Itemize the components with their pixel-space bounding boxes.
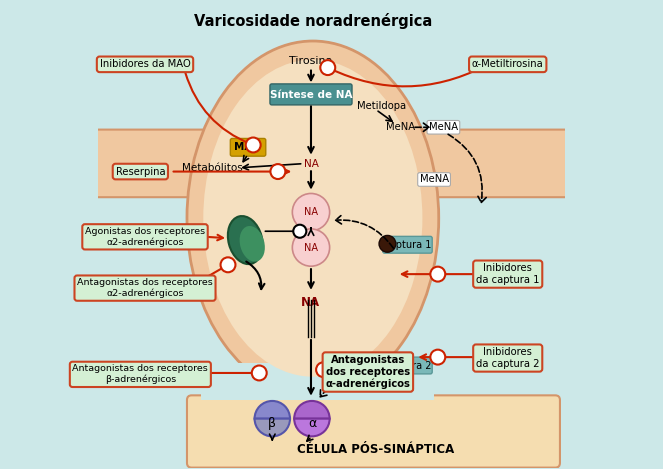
FancyBboxPatch shape [383, 236, 432, 253]
Text: CÉLULA PÓS-SINÁPTICA: CÉLULA PÓS-SINÁPTICA [297, 443, 454, 456]
Wedge shape [255, 419, 290, 436]
Text: Inibidores
da captura 1: Inibidores da captura 1 [476, 263, 540, 285]
Text: Inibidores da MAO: Inibidores da MAO [99, 60, 190, 69]
Ellipse shape [239, 226, 265, 262]
FancyArrowPatch shape [448, 134, 486, 203]
Text: Captura 2: Captura 2 [383, 361, 432, 371]
Text: Captura 1: Captura 1 [383, 240, 432, 250]
FancyBboxPatch shape [230, 138, 266, 156]
Text: Metildopa: Metildopa [357, 101, 406, 111]
Text: Inibidores
da captura 2: Inibidores da captura 2 [476, 347, 540, 369]
Text: Agonistas dos receptores
α2-adrenérgicos: Agonistas dos receptores α2-adrenérgicos [85, 227, 205, 247]
Text: MeNA: MeNA [420, 174, 449, 184]
Text: MAO: MAO [235, 142, 262, 152]
Circle shape [430, 350, 446, 364]
Text: NA: NA [304, 159, 318, 169]
FancyBboxPatch shape [82, 129, 236, 197]
Circle shape [320, 60, 335, 75]
Circle shape [293, 225, 306, 238]
Circle shape [221, 257, 235, 272]
Text: Varicosidade noradrenérgica: Varicosidade noradrenérgica [194, 13, 432, 29]
Circle shape [252, 365, 267, 380]
Ellipse shape [228, 216, 263, 264]
Circle shape [316, 362, 331, 377]
Ellipse shape [187, 41, 439, 395]
FancyBboxPatch shape [383, 357, 432, 374]
Text: Reserpina: Reserpina [115, 166, 165, 176]
Wedge shape [255, 401, 290, 419]
Text: Antagonistas dos receptores
α2-adrenérgicos: Antagonistas dos receptores α2-adrenérgi… [77, 278, 213, 298]
Text: MeNA: MeNA [429, 122, 458, 132]
Circle shape [292, 194, 330, 231]
Text: Antagonistas dos receptores
β-adrenérgicos: Antagonistas dos receptores β-adrenérgic… [72, 364, 208, 385]
Text: Síntese de NA: Síntese de NA [270, 90, 352, 99]
Text: β: β [269, 417, 276, 430]
Text: α-Metiltirosina: α-Metiltirosina [472, 60, 544, 69]
Circle shape [246, 137, 261, 152]
FancyBboxPatch shape [270, 84, 352, 105]
Circle shape [292, 229, 330, 266]
Text: Tirosina: Tirosina [289, 56, 333, 66]
FancyArrowPatch shape [415, 123, 429, 131]
FancyBboxPatch shape [201, 363, 434, 400]
Circle shape [430, 267, 446, 281]
Text: α: α [308, 417, 316, 430]
Text: NA: NA [300, 295, 320, 309]
Circle shape [379, 356, 396, 373]
Ellipse shape [204, 60, 422, 377]
FancyArrowPatch shape [335, 216, 393, 248]
Text: NA: NA [304, 207, 318, 217]
FancyBboxPatch shape [187, 395, 560, 468]
Text: NA: NA [304, 242, 318, 252]
Text: Metabólitos: Metabólitos [182, 163, 243, 173]
FancyArrowPatch shape [320, 369, 393, 397]
Wedge shape [294, 401, 330, 419]
Text: MeNA: MeNA [387, 122, 416, 132]
Text: Antagonistas
dos receptores
α-adrenérgicos: Antagonistas dos receptores α-adrenérgic… [326, 355, 410, 389]
Wedge shape [294, 419, 330, 436]
FancyBboxPatch shape [390, 129, 590, 197]
Circle shape [271, 164, 285, 179]
Circle shape [379, 235, 396, 252]
